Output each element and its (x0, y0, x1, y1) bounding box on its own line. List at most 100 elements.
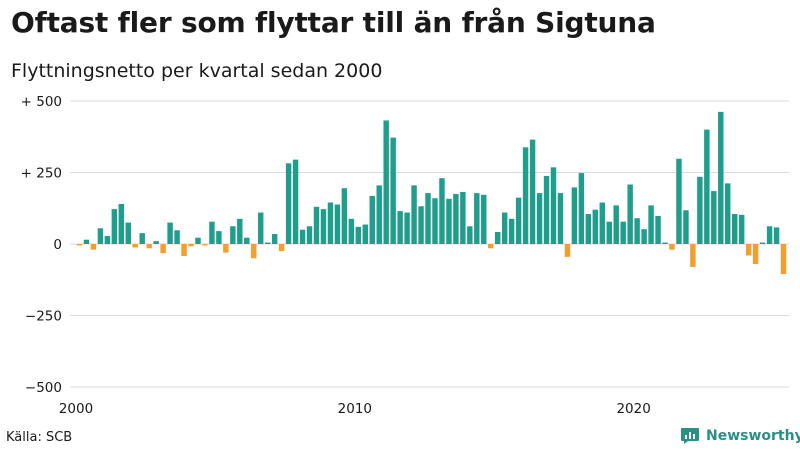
bar (467, 226, 473, 244)
bar (564, 244, 571, 257)
bar (223, 244, 229, 253)
bar (752, 244, 759, 265)
bar (725, 183, 731, 244)
bar (599, 202, 605, 244)
bar (543, 175, 550, 244)
x-axis-tick-labels: 2000 2010 2020 (59, 401, 651, 417)
bar (230, 226, 236, 244)
bar (481, 194, 487, 244)
x-tick-label: 2010 (338, 401, 372, 417)
bar (104, 235, 111, 244)
bar (766, 226, 773, 244)
bar (578, 173, 585, 244)
bar (585, 213, 592, 244)
bar (306, 226, 313, 244)
bar (676, 158, 682, 244)
bar (195, 237, 201, 244)
bar (648, 205, 654, 244)
bar (111, 209, 118, 244)
bar (773, 227, 780, 244)
bar (76, 244, 83, 246)
bar (160, 244, 166, 254)
bar (209, 221, 215, 244)
bar (320, 209, 327, 244)
bar (508, 218, 515, 244)
y-tick-label: −500 (25, 380, 62, 396)
y-tick-label: 0 (53, 237, 62, 253)
bar (655, 215, 661, 244)
bar (327, 202, 334, 244)
bar (244, 237, 250, 244)
bar (125, 222, 131, 244)
bar (550, 167, 557, 244)
bar (362, 224, 368, 244)
bar (411, 185, 417, 244)
bar (90, 244, 97, 250)
bar (662, 242, 668, 244)
bar (704, 129, 710, 244)
bar (334, 204, 341, 244)
y-tick-label: + 500 (21, 94, 62, 110)
grid-lines (70, 100, 789, 388)
bar (780, 244, 787, 275)
bar (432, 198, 438, 244)
bar (738, 214, 745, 244)
bar (669, 244, 675, 250)
bar (446, 198, 452, 244)
bar (495, 231, 501, 244)
bar (759, 242, 766, 244)
bar (181, 244, 187, 257)
bar (313, 206, 320, 244)
bar (557, 193, 564, 244)
bar (522, 147, 529, 244)
x-tick-label: 2000 (59, 401, 93, 417)
bar (369, 195, 375, 244)
bar (627, 184, 633, 244)
bar (571, 187, 578, 244)
bar (97, 228, 104, 244)
bar (697, 176, 703, 244)
bar (634, 218, 640, 244)
bar (711, 191, 717, 244)
bar (139, 233, 145, 244)
bar (132, 244, 138, 248)
bar (390, 137, 396, 244)
chart-subtitle: Flyttningsnetto per kvartal sedan 2000 (11, 60, 383, 82)
bar (202, 244, 208, 246)
bar (285, 163, 292, 244)
chart-title: Oftast fler som flyttar till än från Sig… (11, 6, 656, 39)
bar (299, 229, 306, 244)
bar (460, 191, 466, 244)
bar (404, 212, 410, 244)
bar (167, 222, 173, 244)
bar (376, 185, 382, 244)
bar-chart: + 500 + 250 0 −250 −500 2000 2010 2020 (21, 94, 789, 417)
bar (606, 221, 612, 244)
bar (146, 244, 152, 249)
bar (188, 244, 194, 247)
bars (76, 111, 787, 275)
bar (515, 197, 522, 244)
bar (592, 209, 599, 244)
y-axis-tick-labels: + 500 + 250 0 −250 −500 (21, 94, 62, 396)
bar (718, 111, 724, 245)
bar (118, 203, 125, 244)
bar (425, 193, 431, 244)
bar (216, 231, 222, 244)
x-tick-label: 2020 (616, 401, 650, 417)
bar (341, 188, 348, 244)
bar (732, 213, 738, 244)
bar (348, 218, 355, 244)
bar (258, 212, 264, 244)
bar (418, 206, 424, 244)
bar (174, 230, 180, 244)
bar (383, 120, 389, 244)
bar (501, 212, 508, 244)
bar (153, 241, 159, 244)
newsworthy-logo-icon (681, 428, 699, 444)
bar (529, 139, 536, 244)
bar (620, 221, 626, 244)
bar (488, 244, 494, 249)
brand-logo: Newsworthy (680, 427, 800, 445)
y-tick-label: + 250 (21, 166, 62, 182)
